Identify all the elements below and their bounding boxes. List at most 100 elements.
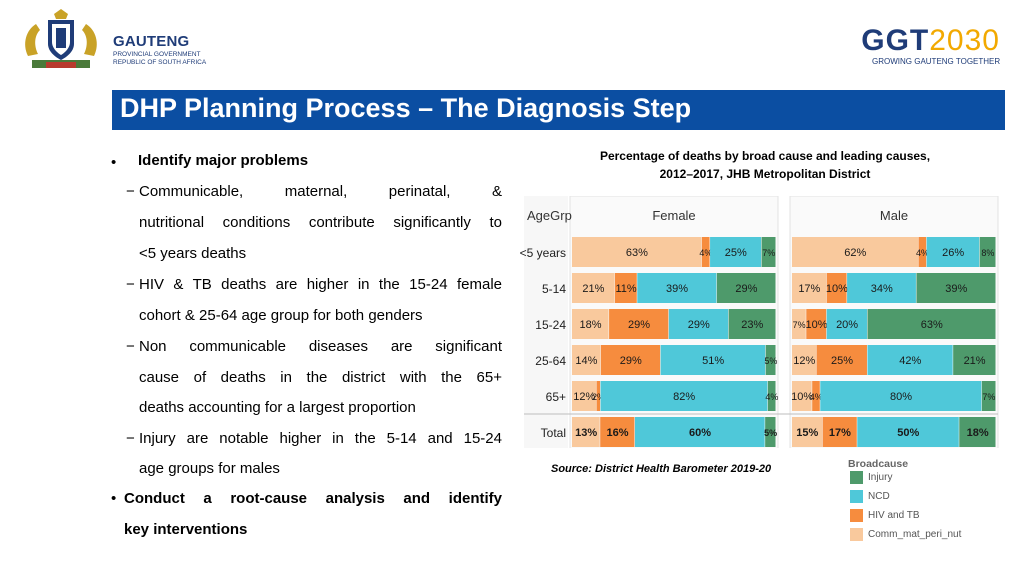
- data-label: 10%: [826, 283, 848, 295]
- data-label: 2%: [592, 392, 605, 402]
- bullet-line: HIV & TB deaths are higher in the 15-24 …: [139, 276, 502, 293]
- bar-segment: [918, 237, 927, 267]
- data-label: 5%: [764, 356, 777, 366]
- bar-segment: [857, 417, 959, 447]
- category-label: 15-24: [535, 318, 566, 332]
- data-label: 20%: [836, 319, 858, 331]
- legend-label: HIV and TB: [868, 510, 920, 522]
- ggt2030-logo: GGT2030: [861, 26, 1000, 56]
- data-label: 29%: [628, 319, 650, 331]
- bar-segment: [867, 345, 953, 375]
- data-label: 17%: [798, 283, 820, 295]
- data-label: 50%: [897, 427, 919, 439]
- data-label: 63%: [921, 319, 943, 331]
- bar-segment: [792, 237, 918, 267]
- bar-segment: [812, 381, 820, 411]
- bullet-line: deaths accounting for a largest proporti…: [139, 399, 416, 416]
- bar-segment: [716, 273, 776, 303]
- data-label: 21%: [964, 355, 986, 367]
- bar-segment: [572, 381, 596, 411]
- bullet-line: nutritional conditions contribute signif…: [139, 214, 502, 231]
- bar-segment: [728, 309, 776, 339]
- legend-label: Comm_mat_peri_nut: [868, 529, 962, 541]
- bar-segment: [572, 417, 600, 447]
- legend-label: Injury: [868, 472, 893, 484]
- bar-segment: [979, 237, 996, 267]
- legend-item-comm-mat-peri-nut: Comm_mat_peri_nut: [850, 528, 961, 541]
- bar-segment: [634, 417, 765, 447]
- chart-subtitle: 2012–2017, JHB Metropolitan District: [659, 167, 871, 181]
- dash-marker: −: [126, 276, 135, 293]
- bar-segment: [765, 345, 776, 375]
- title-bar: [112, 90, 1005, 130]
- bar-segment: [600, 381, 768, 411]
- legend-title: Broadcause: [848, 458, 909, 470]
- data-label: 26%: [942, 247, 964, 259]
- bar-segment: [959, 417, 996, 447]
- chart-title: Percentage of deaths by broad cause and …: [599, 149, 931, 163]
- bar-segment: [596, 381, 601, 411]
- data-label: 34%: [871, 283, 893, 295]
- slide-title: DHP Planning Process – The Diagnosis Ste…: [120, 93, 692, 123]
- bar-segment: [637, 273, 717, 303]
- bar-segment: [820, 381, 982, 411]
- bar-segment: [792, 417, 823, 447]
- category-label: Total: [541, 426, 566, 440]
- bar-segment: [792, 309, 806, 339]
- dash-marker: −: [126, 338, 135, 355]
- data-label: 4%: [765, 392, 778, 402]
- data-label: 4%: [916, 248, 929, 258]
- bar-segment: [953, 345, 996, 375]
- category-label: 65+: [546, 390, 566, 404]
- category-label: <5 years: [520, 246, 566, 260]
- data-label: 82%: [673, 391, 695, 403]
- source-note: Source: District Health Barometer 2019-2…: [551, 463, 772, 475]
- legend-swatch: [850, 509, 863, 522]
- bar-segment: [916, 273, 996, 303]
- bar-segment: [867, 309, 996, 339]
- data-label: 42%: [899, 355, 921, 367]
- bullet-line: Injury are notable higher in the 5-14 an…: [139, 430, 502, 447]
- data-label: 5%: [764, 428, 777, 438]
- row-header-bg: [524, 196, 568, 448]
- bullet-line: cause of deaths in the district with the…: [139, 369, 502, 386]
- data-label: 4%: [699, 248, 712, 258]
- bar-segment: [765, 417, 776, 447]
- legend-swatch: [850, 471, 863, 484]
- bullet-line: <5 years deaths: [139, 245, 247, 262]
- bar-segment: [816, 345, 867, 375]
- ggt-logo-part1: GGT: [861, 24, 930, 57]
- data-label: 18%: [580, 319, 602, 331]
- legend-item-hiv-tb: HIV and TB: [850, 509, 920, 522]
- bar-segment: [847, 273, 916, 303]
- data-label: 23%: [741, 319, 763, 331]
- legend-item-injury: Injury: [850, 471, 892, 484]
- ggt-logo-part2: 2030: [929, 24, 1000, 57]
- data-label: 7%: [793, 320, 806, 330]
- bullet-marker: •: [111, 490, 117, 507]
- bar-segment: [600, 345, 661, 375]
- gauteng-coat-of-arms-icon: [25, 9, 97, 68]
- category-label: 5-14: [542, 282, 566, 296]
- bar-segment: [710, 237, 762, 267]
- org-country: REPUBLIC OF SOUTH AFRICA: [113, 59, 207, 66]
- data-label: 11%: [615, 283, 636, 295]
- data-label: 10%: [791, 391, 813, 403]
- ggt-tagline: GROWING GAUTENG TOGETHER: [872, 57, 1001, 66]
- category-label: 25-64: [535, 354, 566, 368]
- bullet-root-cause: Conduct a root-cause analysis and identi…: [124, 490, 502, 507]
- stacked-bar-chart: AgeGrp Female Male <5 years 63% 4% 25% 7% 62% 4% 2…: [520, 196, 999, 448]
- data-label: 29%: [735, 283, 757, 295]
- dash-marker: −: [126, 183, 135, 200]
- bullet-root-cause-cont: key interventions: [124, 521, 248, 538]
- bar-segment: [572, 309, 609, 339]
- data-label: 29%: [688, 319, 710, 331]
- data-label: 25%: [725, 247, 747, 259]
- data-label: 15%: [796, 427, 818, 439]
- bar-segment: [572, 237, 702, 267]
- legend-item-ncd: NCD: [850, 490, 890, 503]
- org-subtitle: PROVINCIAL GOVERNMENT: [113, 51, 201, 58]
- data-label: 10%: [805, 319, 827, 331]
- data-label: 17%: [829, 427, 851, 439]
- panel-header-female: Female: [652, 208, 695, 223]
